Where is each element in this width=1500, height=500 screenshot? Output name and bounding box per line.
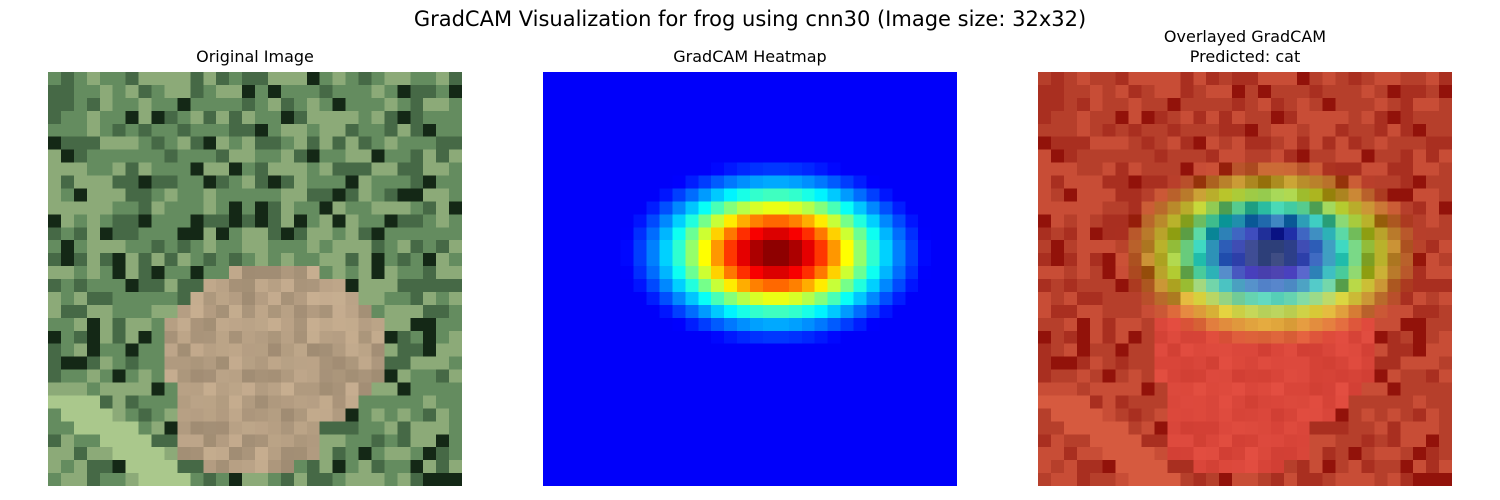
overlay-title: Overlayed GradCAM Predicted: cat bbox=[1038, 27, 1452, 67]
heatmap-title: GradCAM Heatmap bbox=[673, 47, 827, 66]
overlay-title-line1: Overlayed GradCAM bbox=[1163, 27, 1327, 46]
original-image-title: Original Image bbox=[196, 47, 314, 66]
gradcam-heatmap-image bbox=[543, 72, 957, 486]
figure-title: GradCAM Visualization for frog using cnn… bbox=[413, 7, 1087, 31]
original-image-panel bbox=[48, 72, 462, 486]
original-image bbox=[48, 72, 462, 486]
heatmap-panel bbox=[543, 72, 957, 486]
overlay-panel bbox=[1038, 72, 1452, 486]
overlay-gradcam-image bbox=[1038, 72, 1452, 486]
overlay-prediction-label: Predicted: cat bbox=[1189, 47, 1301, 66]
